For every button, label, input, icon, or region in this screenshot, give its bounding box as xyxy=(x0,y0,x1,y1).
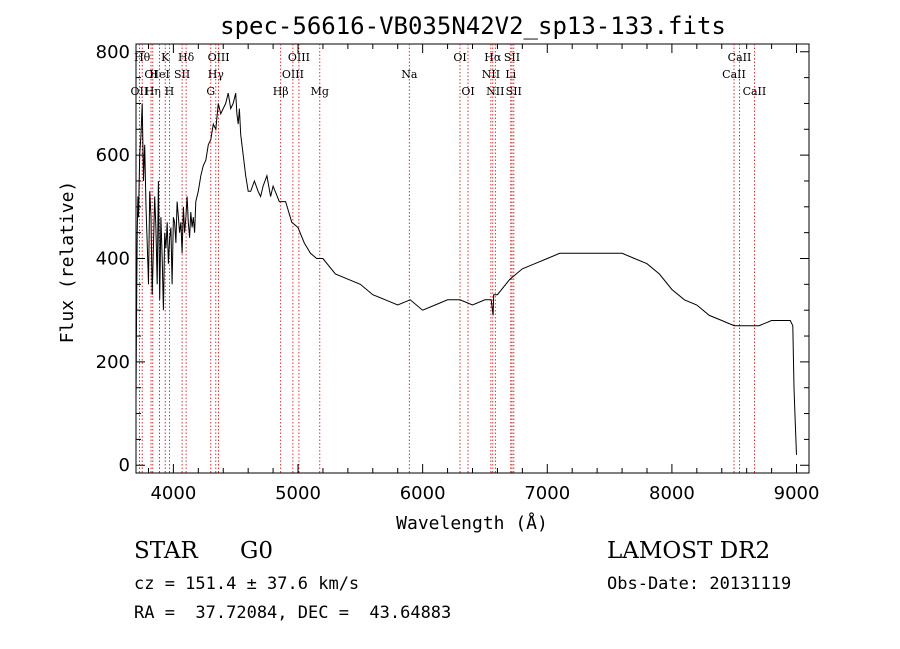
line-label: CaII xyxy=(728,51,752,64)
line-label: Hγ xyxy=(208,68,225,81)
flux-series-line xyxy=(135,92,797,455)
y-tick-label: 0 xyxy=(119,455,130,476)
line-label: H xyxy=(165,85,175,98)
x-tick-label: 9000 xyxy=(774,483,820,504)
line-label: Na xyxy=(401,68,418,81)
spectrum-chart: spec-56616-VB035N42V2_sp13-133.fits OIIH… xyxy=(57,12,820,534)
line-label: NII xyxy=(482,68,500,81)
line-label: OIII xyxy=(208,51,230,64)
line-label: Hη xyxy=(145,85,161,98)
line-label: Mg xyxy=(311,85,329,98)
y-axis-label: Flux (relative) xyxy=(57,181,78,344)
x-axis-label: Wavelength (Å) xyxy=(396,512,548,534)
line-label: OIII xyxy=(282,68,304,81)
y-tick-label: 400 xyxy=(96,249,130,270)
line-label: OI xyxy=(453,51,466,64)
line-label: CaII xyxy=(743,85,767,98)
y-tick-label: 200 xyxy=(96,352,130,373)
x-tick-label: 7000 xyxy=(524,483,570,504)
x-tick-label: 8000 xyxy=(649,483,695,504)
line-label: K xyxy=(161,51,170,64)
line-label: OI xyxy=(144,68,157,81)
obs-date: Obs-Date: 20131119 xyxy=(607,574,792,594)
line-label: OIII xyxy=(288,51,310,64)
coordinates: RA = 37.72084, DEC = 43.64883 xyxy=(134,603,452,623)
line-label: HeI xyxy=(149,68,169,81)
line-label: NII xyxy=(486,85,504,98)
chart-title: spec-56616-VB035N42V2_sp13-133.fits xyxy=(220,12,726,40)
x-tick-label: 5000 xyxy=(275,483,321,504)
spectral-subclass: G0 xyxy=(240,538,274,564)
line-label: SII xyxy=(504,51,520,64)
object-class: STAR xyxy=(134,538,198,564)
line-label: SII xyxy=(506,85,522,98)
y-tick-label: 800 xyxy=(96,42,130,63)
y-tick-label: 600 xyxy=(96,145,130,166)
survey-name: LAMOST DR2 xyxy=(607,538,771,564)
line-label: G xyxy=(206,85,215,98)
line-label: Hβ xyxy=(273,85,289,98)
line-label: Hα xyxy=(484,51,502,64)
line-label: Hδ xyxy=(178,51,195,64)
x-tick-label: 6000 xyxy=(400,483,446,504)
line-label: CaII xyxy=(722,68,746,81)
axes: 4000 5000 6000 7000 8000 9000 0 200 400 600 800 xyxy=(96,42,820,504)
line-label: OI xyxy=(461,85,474,98)
line-label: SII xyxy=(174,68,190,81)
spectral-line-markers: OII Hθ OI Hη HeI K H SII Hδ G Hγ OIII Hβ OIII OIII Mg Na… xyxy=(131,44,767,473)
line-label: Li xyxy=(505,68,516,81)
x-tick-label: 4000 xyxy=(150,483,196,504)
redshift-text: cz = 151.4 ± 37.6 km/s xyxy=(134,574,360,594)
line-label: OII xyxy=(131,85,149,98)
line-label: Hθ xyxy=(134,51,151,64)
